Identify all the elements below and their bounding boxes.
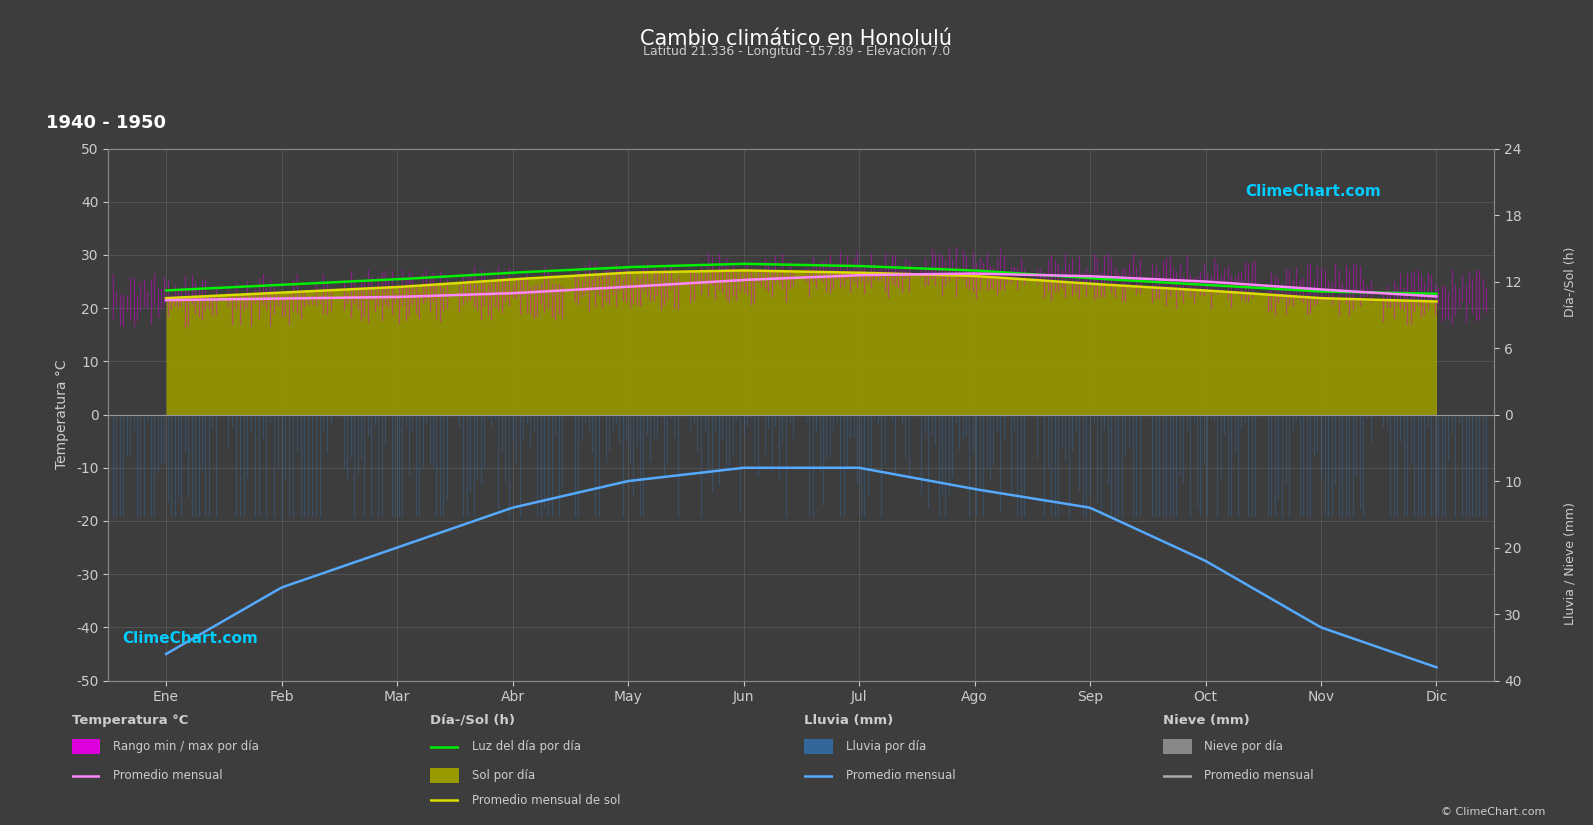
Text: Temperatura °C: Temperatura °C	[72, 714, 188, 727]
Text: Nieve por día: Nieve por día	[1204, 740, 1284, 753]
Text: Día-/Sol (h): Día-/Sol (h)	[430, 714, 515, 727]
Text: Cambio climático en Honolulú: Cambio climático en Honolulú	[640, 29, 953, 49]
Y-axis label: Temperatura °C: Temperatura °C	[56, 360, 68, 469]
Text: © ClimeChart.com: © ClimeChart.com	[1440, 807, 1545, 817]
Text: Rango min / max por día: Rango min / max por día	[113, 740, 260, 753]
Text: Promedio mensual: Promedio mensual	[846, 769, 956, 782]
Text: Luz del día por día: Luz del día por día	[472, 740, 580, 753]
Text: Promedio mensual: Promedio mensual	[113, 769, 223, 782]
Text: Promedio mensual de sol: Promedio mensual de sol	[472, 794, 620, 807]
Text: Sol por día: Sol por día	[472, 769, 535, 782]
Text: ClimeChart.com: ClimeChart.com	[1244, 184, 1381, 199]
Text: Latitud 21.336 - Longitud -157.89 - Elevación 7.0: Latitud 21.336 - Longitud -157.89 - Elev…	[644, 45, 949, 59]
Text: Promedio mensual: Promedio mensual	[1204, 769, 1314, 782]
Text: Lluvia / Nieve (mm): Lluvia / Nieve (mm)	[1564, 502, 1577, 625]
Text: Lluvia por día: Lluvia por día	[846, 740, 926, 753]
Text: 1940 - 1950: 1940 - 1950	[46, 114, 166, 132]
Text: Nieve (mm): Nieve (mm)	[1163, 714, 1249, 727]
Text: Día-/Sol (h): Día-/Sol (h)	[1564, 247, 1577, 317]
Text: ClimeChart.com: ClimeChart.com	[123, 630, 258, 645]
Text: Lluvia (mm): Lluvia (mm)	[804, 714, 894, 727]
